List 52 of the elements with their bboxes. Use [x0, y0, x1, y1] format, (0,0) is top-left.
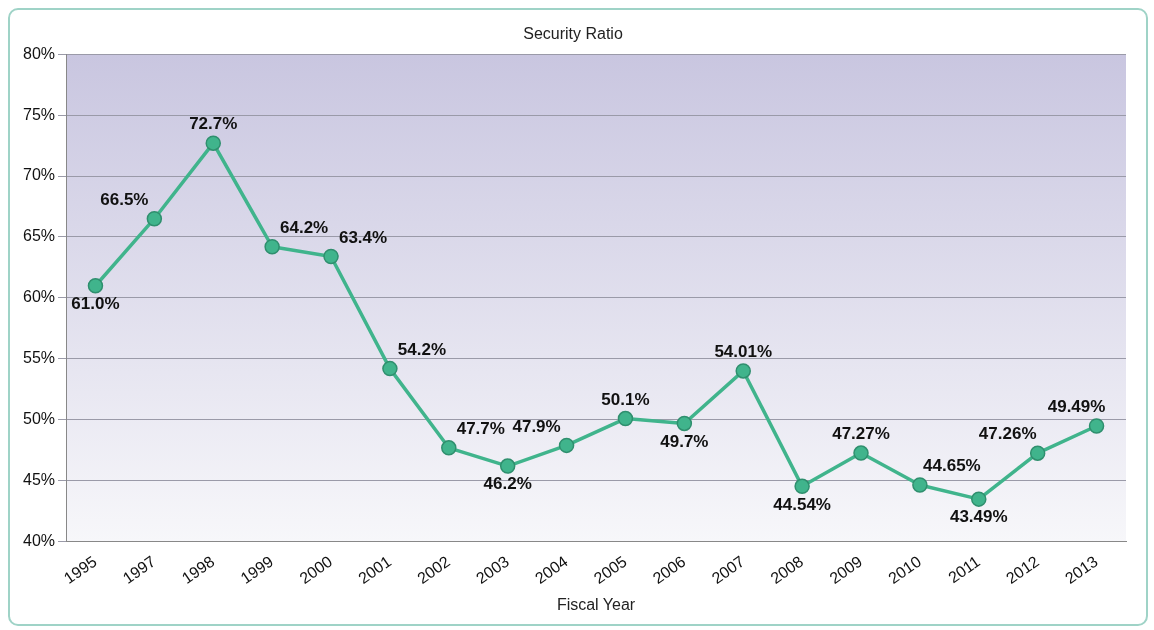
data-label: 72.7%	[189, 114, 238, 134]
point	[205, 135, 221, 151]
data-label: 54.01%	[714, 342, 773, 362]
point	[1029, 445, 1046, 461]
point	[971, 491, 987, 507]
point	[558, 437, 575, 454]
x-tick-label: 2006	[649, 552, 689, 587]
point	[441, 440, 457, 456]
point	[617, 410, 634, 427]
point	[323, 248, 339, 265]
x-tick-label: 2011	[945, 552, 984, 587]
data-label: 50.1%	[601, 389, 650, 409]
y-tick-label: 80%	[22, 44, 56, 62]
data-label: 47.26%	[978, 424, 1037, 444]
point	[676, 415, 693, 432]
point	[853, 445, 869, 461]
y-tick-label: 70%	[22, 166, 56, 184]
point	[382, 360, 398, 377]
data-label: 49.49%	[1047, 397, 1106, 417]
data-label: 49.7%	[660, 431, 709, 451]
data-label: 47.7%	[456, 419, 505, 439]
y-tick-label: 65%	[22, 227, 56, 245]
data-label: 64.2%	[280, 217, 329, 237]
y-tick-label: 40%	[22, 532, 56, 550]
y-tick-label: 45%	[22, 471, 56, 489]
data-label: 47.9%	[512, 416, 561, 436]
data-label: 54.2%	[397, 339, 447, 359]
data-label: 43.49%	[949, 507, 1008, 527]
point	[912, 477, 928, 493]
data-label: 47.27%	[832, 424, 890, 444]
point	[735, 363, 751, 379]
point	[146, 210, 163, 227]
x-tick-label: 1999	[237, 552, 277, 587]
data-label: 63.4%	[338, 227, 388, 247]
x-tick-label: 2009	[826, 552, 866, 587]
chart-title: Security Ratio	[523, 25, 623, 43]
y-tick-label: 50%	[22, 410, 56, 428]
point	[499, 458, 516, 474]
data-label: 44.54%	[773, 494, 831, 514]
data-label: 46.2%	[483, 474, 532, 494]
data-label: 66.5%	[100, 189, 149, 209]
point	[264, 239, 280, 255]
point	[87, 277, 104, 294]
data-label: 44.65%	[923, 456, 981, 476]
y-tick-label: 75%	[22, 105, 56, 123]
point	[1088, 418, 1105, 434]
y-tick-label: 55%	[22, 349, 56, 367]
x-axis-title: Fiscal Year	[556, 595, 636, 613]
data-label: 61.0%	[71, 293, 120, 313]
x-tick-label: 2001	[355, 552, 395, 587]
y-tick-label: 60%	[22, 288, 56, 306]
point	[794, 478, 810, 495]
